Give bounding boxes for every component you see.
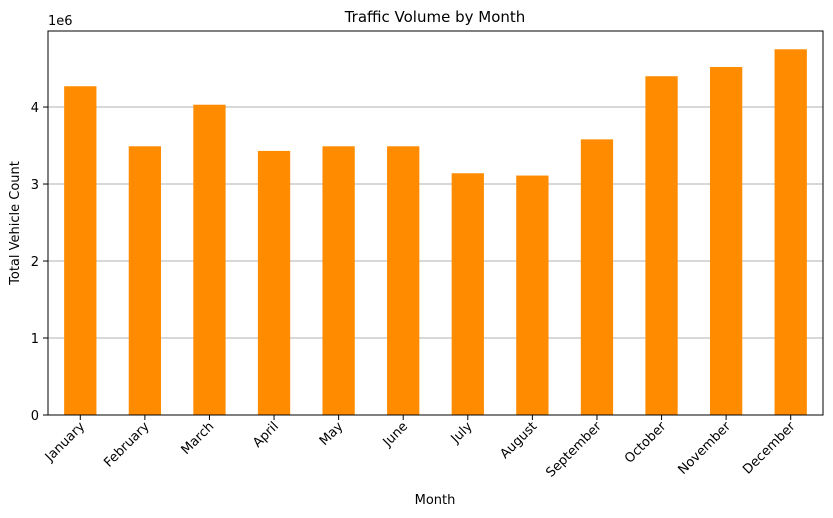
x-tick-label: March xyxy=(179,419,218,458)
y-tick-label: 1 xyxy=(31,332,39,347)
y-tick-label: 4 xyxy=(31,101,39,116)
bar-june xyxy=(387,146,420,415)
bar-january xyxy=(64,86,97,416)
grid-lines xyxy=(48,106,823,339)
y-axis-offset-label: 1e6 xyxy=(48,14,73,29)
x-tick-label: December xyxy=(740,419,799,478)
x-tick-label: July xyxy=(448,419,476,447)
bar-september xyxy=(580,139,614,415)
x-tick-label: September xyxy=(543,419,605,481)
x-tick-label: May xyxy=(317,419,347,449)
y-axis: 0 1 2 3 4 xyxy=(31,101,48,424)
bar-october xyxy=(645,76,678,415)
bar-november xyxy=(709,66,743,415)
bar-march xyxy=(193,104,226,415)
x-tick-label: October xyxy=(622,419,670,467)
chart-title: Traffic Volume by Month xyxy=(344,8,526,26)
x-tick-label: January xyxy=(42,419,88,465)
x-tick-label: February xyxy=(101,419,153,471)
plot-frame xyxy=(47,30,824,416)
bar-february xyxy=(128,146,162,415)
bar-may xyxy=(322,146,355,415)
x-axis-label: Month xyxy=(415,493,456,508)
x-tick-label: April xyxy=(250,419,282,451)
y-tick-label: 3 xyxy=(31,178,39,193)
y-axis-label: Total Vehicle Count xyxy=(8,161,23,286)
bars xyxy=(64,49,807,416)
x-tick-label: June xyxy=(380,419,411,450)
bar-december xyxy=(774,49,807,416)
bar-april xyxy=(257,150,291,416)
x-tick-label: November xyxy=(676,419,735,478)
bar-july xyxy=(451,173,484,415)
y-tick-label: 0 xyxy=(31,409,39,424)
x-axis: January February March April May June July Augu… xyxy=(42,415,799,481)
bar-august xyxy=(516,175,549,415)
y-tick-label: 2 xyxy=(31,255,39,270)
x-tick-label: August xyxy=(497,419,540,462)
